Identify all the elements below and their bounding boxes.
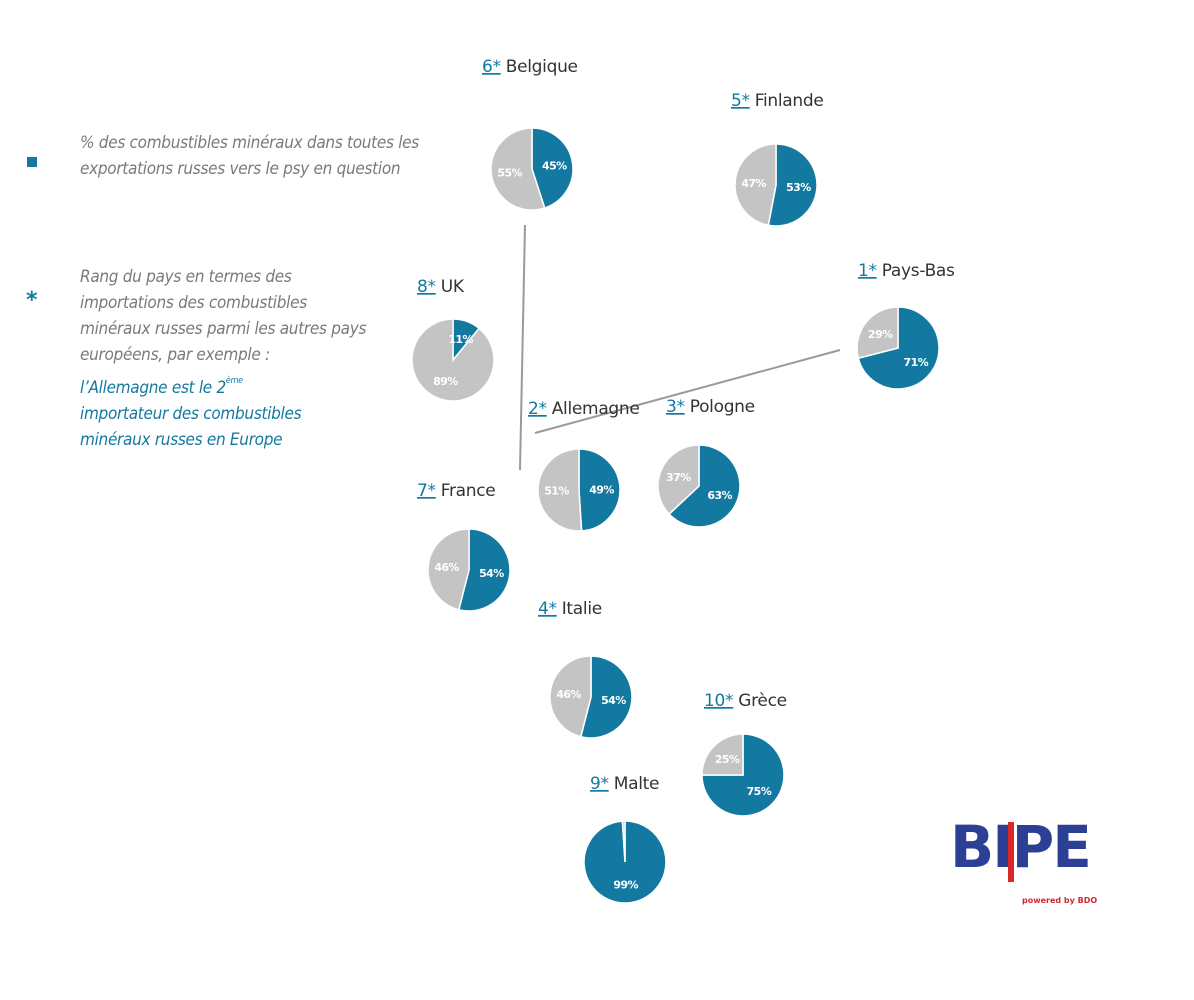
pie-rank-allemagne: 2* xyxy=(528,399,547,419)
pie-label-rest-pologne: 37% xyxy=(666,471,691,484)
pie-rank-france: 7* xyxy=(417,481,436,501)
pie-label-rest-uk: 89% xyxy=(433,375,458,388)
bipe-logo: BIPE powered by BDO xyxy=(950,812,1110,912)
pie-slice-rest-belgique xyxy=(490,127,546,211)
pie-country-italie: Italie xyxy=(562,599,602,619)
pie-rank-finlande: 5* xyxy=(731,91,750,111)
pie-uk: 11% 89% 8* UK xyxy=(411,277,495,402)
pie-slice-share-pologne xyxy=(668,444,741,528)
pie-label-rest-pays-bas: 29% xyxy=(868,328,893,341)
logo-wordmark: BIPE xyxy=(950,813,1092,881)
pie-label-share-uk: 11% xyxy=(448,333,473,346)
pie-italie: 54% 46% 4* Italie xyxy=(538,599,633,739)
pie-rank-belgique: 6* xyxy=(482,57,501,77)
pie-malte: 99% 9* Malte xyxy=(583,774,667,904)
pie-label-rest-finlande: 47% xyxy=(741,177,766,190)
pie-france: 54% 46% 7* France xyxy=(417,481,511,612)
pie-label-share-pays-bas: 71% xyxy=(904,356,929,369)
pie-slice-rest-france xyxy=(427,528,470,611)
pie-label-rest-france: 46% xyxy=(434,561,459,574)
pie-rank-malte: 9* xyxy=(590,774,609,794)
pie-label-share-pologne: 63% xyxy=(707,489,732,502)
pie-country-finlande: Finlande xyxy=(755,91,824,111)
pie-title-italie: 4* Italie xyxy=(538,599,602,619)
pie-title-france: 7* France xyxy=(417,481,495,501)
pie-country-malte: Malte xyxy=(614,774,659,794)
pie-allemagne: 49% 51% 2* Allemagne xyxy=(528,399,640,532)
pie-label-share-finlande: 53% xyxy=(786,181,811,194)
pie-slice-rest-finlande xyxy=(734,143,777,227)
pie-label-rest-grece: 25% xyxy=(715,753,740,766)
pie-pologne: 63% 37% 3* Pologne xyxy=(657,397,755,528)
pie-slice-share-allemagne xyxy=(578,448,621,532)
pie-title-pays-bas: 1* Pays-Bas xyxy=(858,261,955,281)
pie-country-belgique: Belgique xyxy=(506,57,578,77)
pie-slice-rest-uk xyxy=(411,318,495,402)
pie-country-uk: UK xyxy=(441,277,465,297)
pie-slice-rest-grece xyxy=(701,733,744,776)
pie-finlande: 53% 47% 5* Finlande xyxy=(731,91,824,227)
logo-tagline: powered by BDO xyxy=(1022,896,1098,905)
pie-pays-bas: 71% 29% 1* Pays-Bas xyxy=(856,261,955,390)
connector-line-allemagne-paysbas xyxy=(534,349,841,434)
pie-title-allemagne: 2* Allemagne xyxy=(528,399,640,419)
pie-label-share-france: 54% xyxy=(479,567,504,580)
pie-title-finlande: 5* Finlande xyxy=(731,91,824,111)
pie-label-share-allemagne: 49% xyxy=(589,483,614,496)
pie-country-allemagne: Allemagne xyxy=(552,399,640,419)
pie-slice-share-grece xyxy=(701,733,785,817)
pie-slice-rest-pays-bas xyxy=(856,306,899,360)
pie-slice-share-finlande xyxy=(767,143,818,227)
pie-country-grece: Grèce xyxy=(738,691,787,711)
pie-slice-rest-allemagne xyxy=(537,448,583,532)
pie-slice-share-france xyxy=(457,528,511,612)
pie-slice-share-belgique xyxy=(531,127,574,209)
pie-slice-share-italie xyxy=(579,655,633,739)
pie-label-share-malte: 99% xyxy=(613,879,638,892)
pie-rank-uk: 8* xyxy=(417,277,436,297)
connector-line-belgique-france xyxy=(519,224,526,471)
pie-belgique: 45% 55% 6* Belgique xyxy=(482,57,578,211)
pie-title-belgique: 6* Belgique xyxy=(482,57,578,77)
pie-label-rest-belgique: 55% xyxy=(497,167,522,180)
pie-label-rest-italie: 46% xyxy=(556,688,581,701)
pie-rank-grece: 10* xyxy=(704,691,733,711)
pie-rank-italie: 4* xyxy=(538,599,557,619)
pie-title-malte: 9* Malte xyxy=(590,774,659,794)
pie-label-share-grece: 75% xyxy=(747,785,772,798)
pie-title-grece: 10* Grèce xyxy=(704,691,787,711)
pie-slice-rest-italie xyxy=(549,655,592,738)
pie-label-share-belgique: 45% xyxy=(542,160,567,173)
pie-label-share-italie: 54% xyxy=(601,694,626,707)
pie-grece: 75% 25% 10* Grèce xyxy=(701,691,787,817)
pie-label-rest-allemagne: 51% xyxy=(544,485,569,498)
pie-rank-pays-bas: 1* xyxy=(858,261,877,281)
pie-slice-rest-pologne xyxy=(657,444,700,516)
pies-group: 45% 55% 6* Belgique 53% 47% 5* Finlande 71% 29% 1*… xyxy=(411,57,955,904)
pie-slice-rest-malte xyxy=(621,820,626,863)
pie-rank-pologne: 3* xyxy=(666,397,685,417)
pie-country-pologne: Pologne xyxy=(690,397,755,417)
pie-title-uk: 8* UK xyxy=(417,277,465,297)
pie-title-pologne: 3* Pologne xyxy=(666,397,755,417)
pie-country-france: France xyxy=(441,481,496,501)
logo-red-bar xyxy=(1008,822,1014,882)
pie-country-pays-bas: Pays-Bas xyxy=(882,261,955,281)
